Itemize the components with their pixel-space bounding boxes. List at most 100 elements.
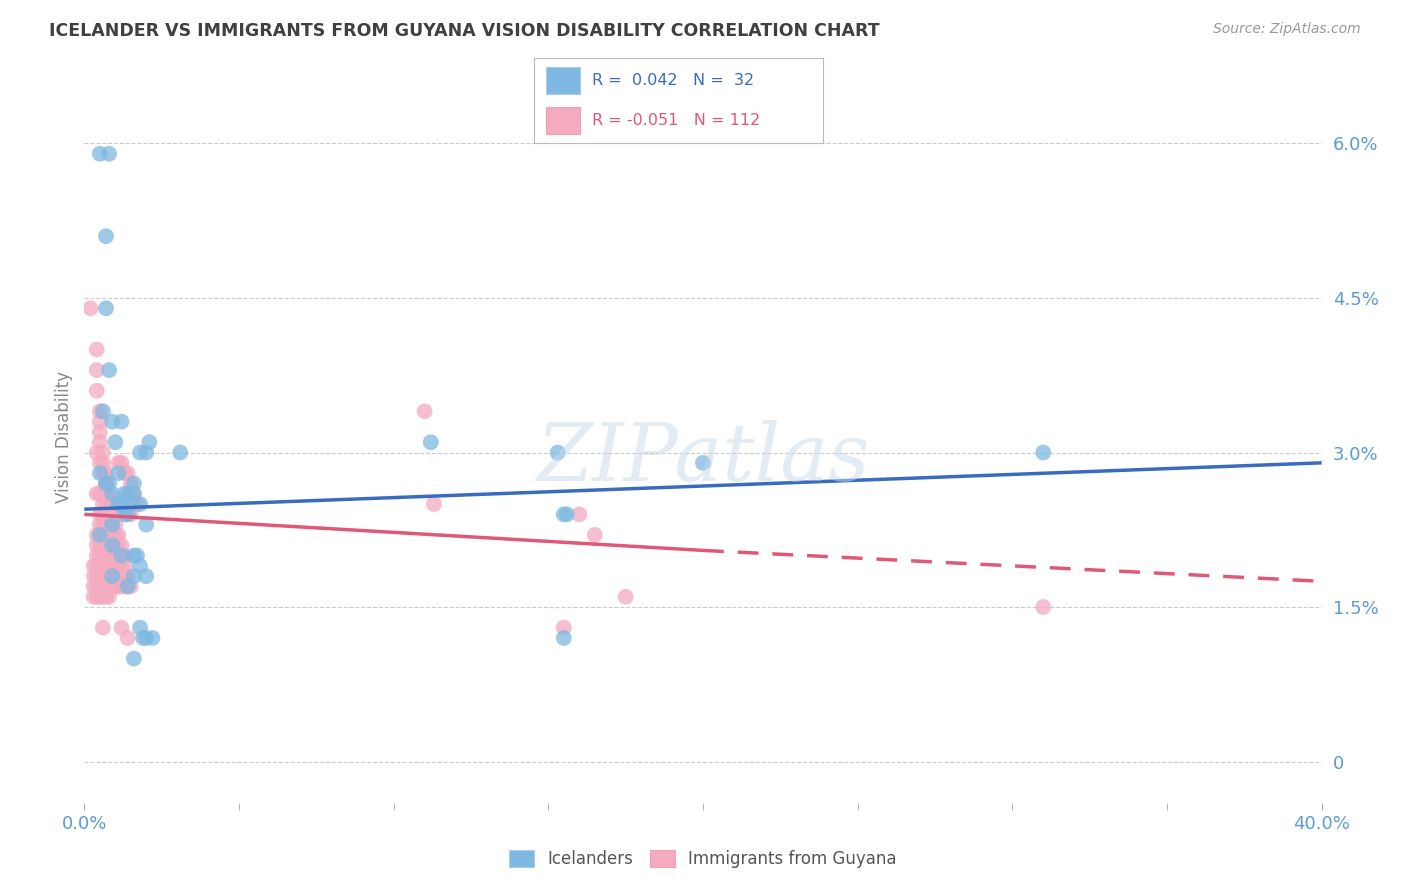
Point [104, 528, 127, 542]
Point [94, 466, 117, 480]
Point [91, 466, 114, 480]
Point [568, 508, 591, 522]
Point [94, 558, 117, 573]
Point [138, 435, 160, 450]
Point [91, 445, 114, 459]
Point [1032, 445, 1054, 459]
Point [135, 445, 157, 459]
Point [98, 146, 121, 161]
Point [117, 466, 139, 480]
Point [135, 517, 157, 532]
Point [129, 497, 152, 511]
Point [120, 508, 142, 522]
Point [86, 538, 108, 552]
Text: Source: ZipAtlas.com: Source: ZipAtlas.com [1213, 22, 1361, 37]
Point [122, 497, 145, 511]
Point [135, 569, 157, 583]
Point [101, 517, 124, 532]
Point [120, 487, 142, 501]
Point [91, 517, 114, 532]
Point [98, 363, 121, 377]
Point [91, 558, 114, 573]
Point [110, 549, 132, 563]
Point [98, 590, 121, 604]
Point [89, 538, 111, 552]
Point [120, 497, 142, 511]
Point [91, 528, 114, 542]
Point [107, 528, 129, 542]
Point [101, 579, 124, 593]
Point [104, 517, 127, 532]
Point [94, 517, 117, 532]
Point [94, 590, 117, 604]
Point [553, 508, 575, 522]
Point [110, 621, 132, 635]
Point [114, 558, 136, 573]
Point [110, 538, 132, 552]
Point [583, 528, 606, 542]
Point [89, 579, 111, 593]
Point [86, 579, 108, 593]
Point [89, 415, 111, 429]
Point [94, 528, 117, 542]
Point [110, 579, 132, 593]
Point [120, 579, 142, 593]
Point [117, 508, 139, 522]
Point [122, 549, 145, 563]
Point [107, 538, 129, 552]
Point [104, 569, 127, 583]
Point [94, 301, 117, 316]
Point [122, 569, 145, 583]
Point [86, 549, 108, 563]
Point [117, 487, 139, 501]
Point [114, 466, 136, 480]
Point [86, 558, 108, 573]
Point [98, 487, 121, 501]
Point [122, 487, 145, 501]
Point [129, 558, 152, 573]
Point [107, 579, 129, 593]
Point [86, 384, 108, 398]
Point [89, 435, 111, 450]
Point [98, 528, 121, 542]
Point [110, 549, 132, 563]
Point [104, 549, 127, 563]
Point [86, 528, 108, 542]
Point [101, 517, 124, 532]
Point [101, 508, 124, 522]
Point [79, 301, 101, 316]
Point [98, 508, 121, 522]
Point [101, 497, 124, 511]
Point [110, 456, 132, 470]
Point [120, 476, 142, 491]
Point [91, 538, 114, 552]
Point [89, 425, 111, 439]
Point [98, 558, 121, 573]
Point [419, 435, 441, 450]
Point [89, 466, 111, 480]
Point [89, 456, 111, 470]
Point [122, 651, 145, 665]
Point [101, 569, 124, 583]
Point [692, 456, 714, 470]
Point [98, 497, 121, 511]
FancyBboxPatch shape [546, 67, 581, 95]
Point [94, 569, 117, 583]
Point [98, 579, 121, 593]
Point [169, 445, 191, 459]
Point [132, 631, 155, 645]
Point [114, 487, 136, 501]
Text: ICELANDER VS IMMIGRANTS FROM GUYANA VISION DISABILITY CORRELATION CHART: ICELANDER VS IMMIGRANTS FROM GUYANA VISI… [49, 22, 880, 40]
Point [107, 549, 129, 563]
Point [86, 445, 108, 459]
Point [91, 508, 114, 522]
Point [553, 631, 575, 645]
Point [101, 538, 124, 552]
Point [98, 549, 121, 563]
Point [107, 456, 129, 470]
Point [101, 487, 124, 501]
Point [89, 558, 111, 573]
Point [141, 631, 163, 645]
Point [110, 569, 132, 583]
Point [117, 569, 139, 583]
